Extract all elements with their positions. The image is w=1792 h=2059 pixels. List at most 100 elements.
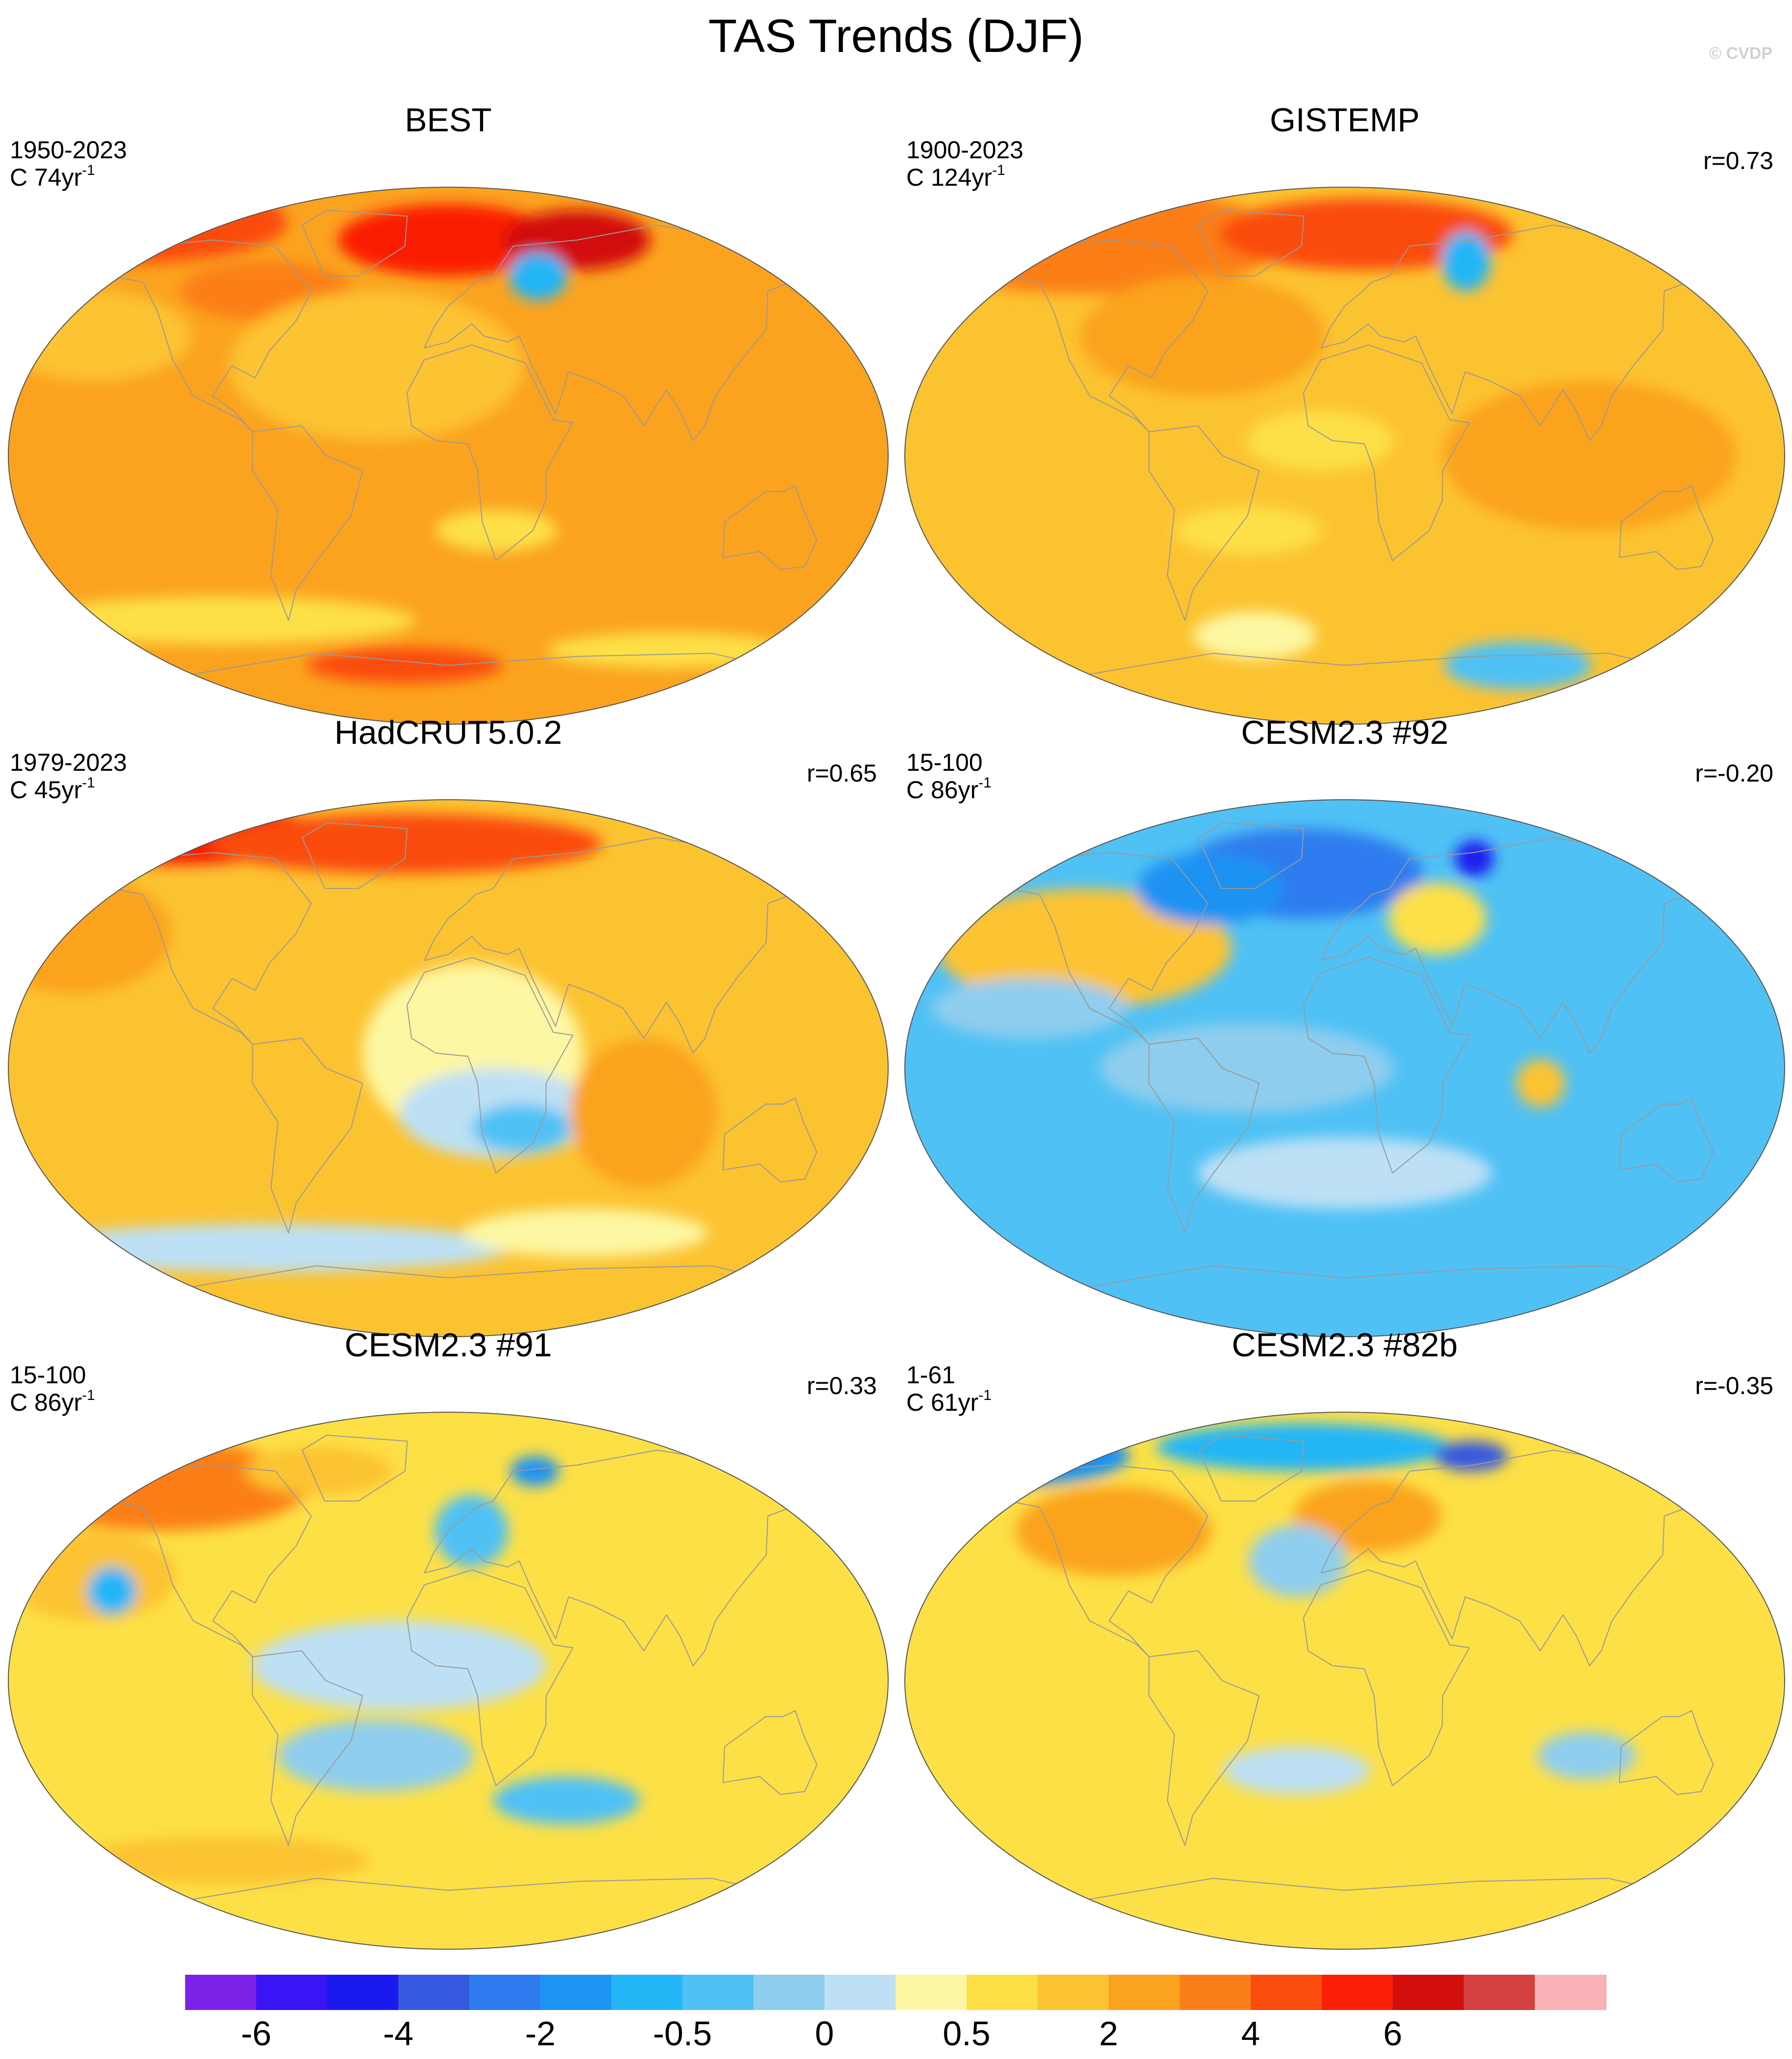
colorbar-tick-label: -0.5 bbox=[653, 2014, 712, 2053]
coastline bbox=[980, 852, 1209, 1045]
coastline bbox=[301, 822, 408, 889]
trend-anomaly-region bbox=[1015, 1486, 1211, 1576]
panel-correlation: r=0.65 bbox=[806, 760, 877, 787]
colorbar-bin bbox=[1109, 1975, 1180, 2010]
trend-anomaly-region bbox=[1080, 276, 1326, 396]
colorbar-tick-label: -4 bbox=[383, 2014, 414, 2053]
panel-correlation: r=0.73 bbox=[1703, 147, 1773, 174]
coastline bbox=[722, 1098, 818, 1183]
panel-title: HadCRUT5.0.2 bbox=[334, 714, 562, 751]
trend-anomaly-region bbox=[245, 1447, 392, 1495]
trend-length-exponent: -1 bbox=[82, 162, 95, 178]
colorbar-bin bbox=[540, 1975, 612, 2010]
coastline bbox=[1303, 1569, 1470, 1786]
colorbar-bin bbox=[469, 1975, 541, 2010]
panel-title: BEST bbox=[405, 101, 492, 139]
panel-title: CESM2.3 #82b bbox=[1232, 1326, 1458, 1364]
colorbar-bin bbox=[753, 1975, 825, 2010]
coastline bbox=[722, 1710, 818, 1795]
coastline bbox=[301, 1434, 408, 1502]
trend-anomaly-region bbox=[1223, 1746, 1370, 1795]
trend-anomaly-region bbox=[546, 632, 792, 668]
trend-length-exponent: -1 bbox=[978, 775, 992, 791]
trend-anomaly-region bbox=[931, 978, 1127, 1038]
trend-map bbox=[8, 799, 889, 1337]
colorbar-bin bbox=[682, 1975, 754, 2010]
colorbar-bin bbox=[185, 1975, 257, 2010]
map-panel: CESM2.3 #92 15-100 C 86yr-1 r=-0.20 bbox=[896, 711, 1792, 1337]
map-panel: CESM2.3 #91 15-100 C 86yr-1 r=0.33 bbox=[0, 1323, 896, 1950]
trend-anomaly-region bbox=[1247, 411, 1394, 471]
trend-anomaly-region bbox=[1454, 840, 1494, 877]
coastline bbox=[980, 1465, 1209, 1658]
panel-title: CESM2.3 #91 bbox=[344, 1326, 552, 1364]
coastline bbox=[84, 240, 312, 433]
map-panel: CESM2.3 #82b 1-61 C 61yr-1 r=-0.35 bbox=[896, 1323, 1792, 1950]
colorbar-bin bbox=[611, 1975, 683, 2010]
colorbar-tick-label: 4 bbox=[1241, 2014, 1260, 2053]
coastline bbox=[252, 1650, 363, 1846]
coastline bbox=[84, 852, 312, 1045]
colorbar-tick-label: 0.5 bbox=[943, 2014, 991, 2053]
coastline bbox=[1148, 425, 1260, 621]
trend-map bbox=[904, 1412, 1785, 1950]
trend-anomaly-region bbox=[435, 510, 558, 552]
colorbar-tick-label: 0 bbox=[815, 2014, 834, 2053]
trend-length-exponent: -1 bbox=[82, 1387, 95, 1403]
trend-anomaly-region bbox=[1537, 1731, 1636, 1780]
coastline bbox=[1303, 956, 1470, 1174]
trend-anomaly-region bbox=[8, 1531, 176, 1621]
coastline bbox=[424, 224, 846, 441]
coastline bbox=[1320, 837, 1743, 1054]
coastline bbox=[1619, 1098, 1714, 1183]
credit-watermark: © CVDP bbox=[1709, 44, 1772, 63]
panel-period: 1900-2023 bbox=[906, 136, 1024, 164]
colorbar-bin bbox=[256, 1975, 328, 2010]
panel-trend-length: C 86yr-1 bbox=[906, 776, 992, 804]
colorbar-bin bbox=[1180, 1975, 1251, 2010]
coastline bbox=[1148, 1650, 1260, 1846]
panel-trend-length: C 45yr-1 bbox=[10, 776, 95, 804]
coastline bbox=[84, 1465, 312, 1658]
map-border bbox=[904, 1412, 1785, 1950]
trend-map bbox=[8, 1412, 889, 1950]
trend-map bbox=[8, 187, 889, 725]
coastline bbox=[1303, 344, 1470, 561]
trend-anomaly-region bbox=[24, 1224, 514, 1272]
colorbar-tick-label: 2 bbox=[1099, 2014, 1118, 2053]
panel-correlation: r=0.33 bbox=[806, 1372, 877, 1399]
panel-title: GISTEMP bbox=[1269, 101, 1420, 139]
map-panel: GISTEMP 1900-2023 C 124yr-1 r=0.73 bbox=[896, 98, 1792, 725]
trend-length-text: C 86yr bbox=[906, 776, 979, 804]
trend-anomaly-region bbox=[277, 1719, 474, 1792]
trend-anomaly-region bbox=[1294, 1480, 1441, 1552]
trend-anomaly-region bbox=[1174, 506, 1322, 555]
colorbar-tick-label: -2 bbox=[525, 2014, 556, 2053]
colorbar-bin bbox=[398, 1975, 470, 2010]
trend-anomaly-region bbox=[229, 291, 523, 441]
coastline bbox=[406, 344, 574, 561]
coastline bbox=[1619, 485, 1714, 570]
coastline bbox=[301, 209, 408, 277]
trend-length-exponent: -1 bbox=[82, 775, 95, 791]
coastline bbox=[1198, 209, 1305, 277]
map-border bbox=[8, 187, 889, 725]
trend-anomaly-region bbox=[1434, 1441, 1508, 1471]
map-border bbox=[8, 799, 889, 1337]
trend-anomaly-region bbox=[510, 1456, 559, 1486]
coastline bbox=[980, 240, 1209, 433]
trend-length-text: C 45yr bbox=[10, 776, 82, 804]
colorbar-bin bbox=[1535, 1975, 1606, 2010]
trend-anomaly-region bbox=[570, 1038, 717, 1188]
colorbar-bin bbox=[1393, 1975, 1464, 2010]
panel-trend-length: C 61yr-1 bbox=[906, 1387, 992, 1417]
trend-anomaly-region bbox=[1198, 1137, 1492, 1209]
trend-length-text: C 74yr bbox=[10, 164, 82, 191]
panel-trend-length: C 74yr-1 bbox=[10, 162, 95, 192]
trend-length-exponent: -1 bbox=[978, 1387, 992, 1403]
panel-correlation: r=-0.35 bbox=[1695, 1372, 1773, 1399]
colorbar-tick-label: -6 bbox=[241, 2014, 272, 2053]
trend-anomaly-region bbox=[1444, 641, 1592, 689]
colorbar-bin bbox=[824, 1975, 896, 2010]
coastline bbox=[1619, 1710, 1714, 1795]
